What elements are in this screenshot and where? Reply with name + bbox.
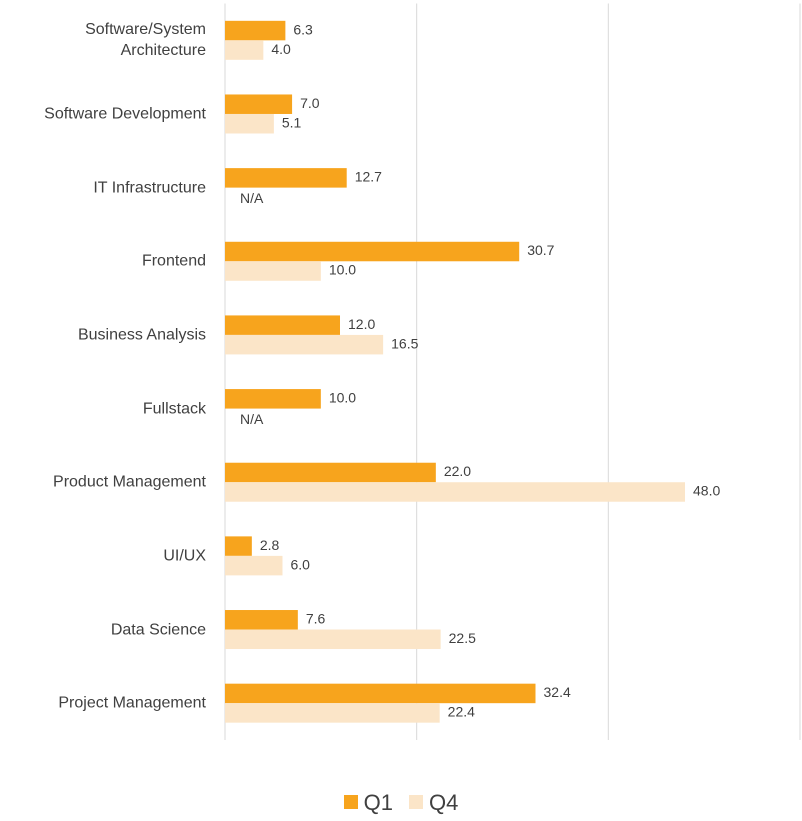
value-label: N/A: [240, 411, 264, 427]
value-label: 5.1: [282, 114, 302, 130]
category-label: Product Management: [53, 473, 206, 491]
bar: [225, 315, 340, 335]
category-label: Frontend: [141, 252, 206, 270]
value-label: 22.0: [444, 463, 471, 479]
bar: [225, 241, 520, 262]
bar: [225, 113, 274, 134]
bar: [225, 20, 286, 41]
category-label: Fullstack: [142, 400, 206, 418]
bar: [225, 168, 347, 188]
value-label: 6.3: [293, 21, 313, 37]
bar: [225, 703, 440, 723]
category-label: Project Management: [58, 694, 206, 712]
bar: [225, 536, 252, 556]
value-label: 10.0: [329, 390, 356, 406]
value-label: 12.7: [355, 169, 382, 185]
category-label: Data Science: [110, 621, 206, 639]
value-label: 22.4: [448, 704, 475, 720]
bar: [225, 462, 436, 483]
legend-label: Q4: [429, 790, 459, 815]
category-label: UI/UX: [163, 547, 206, 565]
chart: 6.34.0 7.0 5.1 12.7 N/A 30.7 10.0 12.0 16.5 10.0 N…: [224, 3, 801, 740]
category-label: Business Analysis: [77, 326, 206, 344]
bar: [225, 261, 321, 281]
legend: Q1 Q4: [0, 790, 802, 816]
value-label: 22.5: [449, 630, 476, 646]
value-label: 16.5: [391, 335, 418, 351]
bar: [225, 334, 384, 355]
value-label: 12.0: [348, 316, 375, 332]
bar: [225, 482, 685, 502]
value-label: 32.4: [544, 684, 571, 700]
bar: [225, 629, 441, 650]
value-label: 7.6: [306, 610, 326, 626]
value-label: 6.0: [291, 556, 311, 572]
value-label: 48.0: [693, 483, 720, 499]
value-label: 2.8: [260, 537, 280, 553]
legend-item: Q4: [409, 790, 458, 816]
value-label: N/A: [240, 190, 264, 206]
bar: [225, 555, 283, 576]
legend-swatch: [343, 795, 358, 809]
bar: [225, 94, 293, 114]
category-label: Software/System Architecture: [85, 21, 206, 60]
bar: [225, 40, 264, 60]
value-label: 7.0: [300, 95, 320, 111]
legend-item: Q1: [343, 790, 393, 816]
value-label: 30.7: [527, 242, 554, 258]
legend-label: Q1: [363, 790, 393, 815]
legend-swatch: [409, 795, 423, 809]
bar: [225, 683, 536, 704]
value-label: 4.0: [271, 41, 291, 57]
bar: [225, 389, 321, 409]
value-label: 10.0: [329, 262, 356, 278]
category-label: IT Infrastructure: [93, 179, 206, 197]
bar: [225, 610, 298, 630]
category-label: Software Development: [44, 105, 206, 123]
